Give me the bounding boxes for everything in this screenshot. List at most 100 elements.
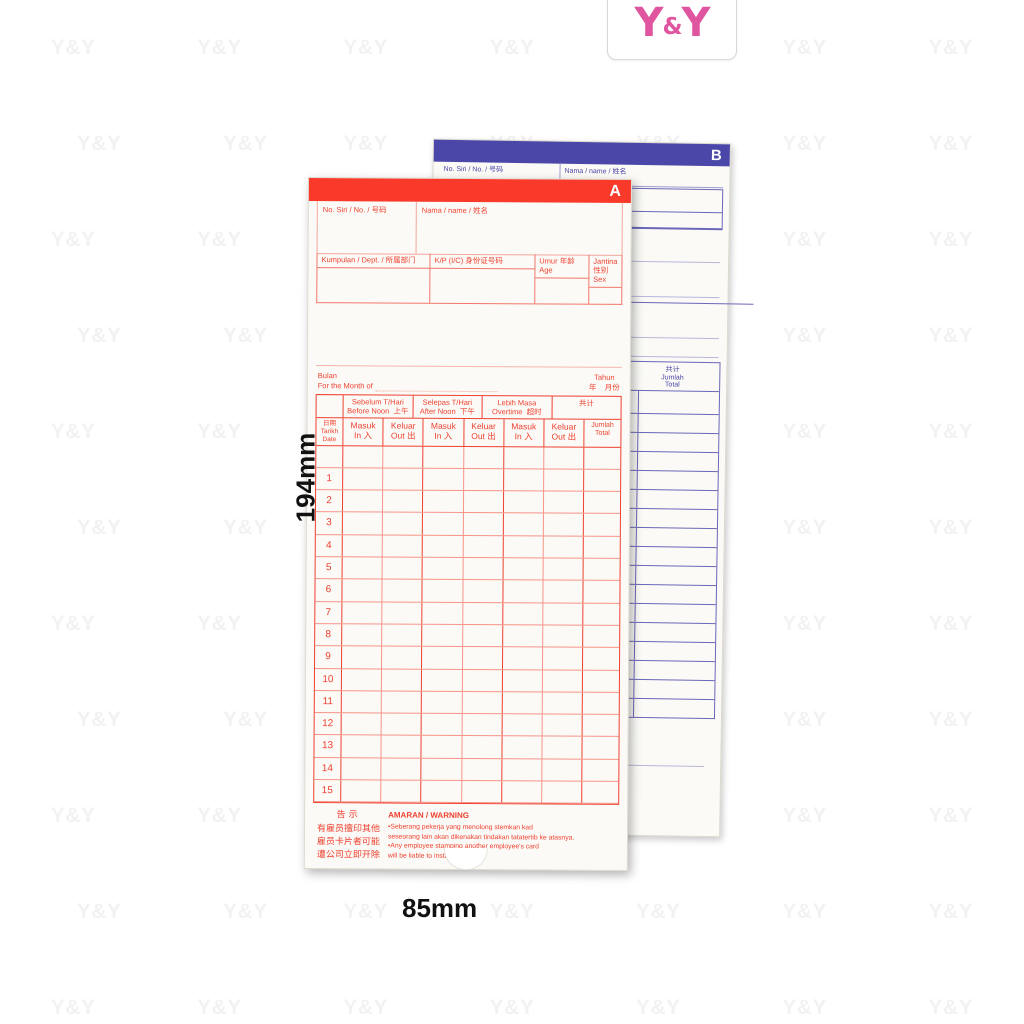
- row-time-cell[interactable]: [463, 558, 504, 580]
- table-row[interactable]: 10: [314, 668, 619, 693]
- row-time-cell[interactable]: [422, 691, 463, 714]
- table-row[interactable]: 6: [315, 579, 620, 604]
- row-time-cell[interactable]: [502, 692, 543, 714]
- card-a-dept-cell[interactable]: Kumpulan / Dept. / 所属部门: [317, 253, 431, 303]
- card-a-dept-field[interactable]: [317, 267, 430, 285]
- row-time-cell[interactable]: [421, 780, 462, 803]
- row-time-cell[interactable]: [341, 735, 382, 758]
- table-row[interactable]: 12: [314, 713, 619, 738]
- row-time-cell[interactable]: [462, 647, 503, 669]
- row-time-cell[interactable]: [423, 446, 464, 468]
- row-total-cell[interactable]: [584, 470, 620, 492]
- row-time-cell[interactable]: [343, 446, 384, 468]
- card-a-ic-cell[interactable]: K/P (I/C) 身份证号码: [430, 253, 536, 304]
- row-time-cell[interactable]: [381, 691, 423, 713]
- row-time-cell[interactable]: [463, 491, 504, 513]
- row-time-cell[interactable]: [383, 446, 424, 468]
- row-time-cell[interactable]: [383, 490, 424, 513]
- table-row[interactable]: 14: [314, 757, 619, 782]
- row-time-cell[interactable]: [382, 624, 423, 646]
- card-a-age-field[interactable]: [535, 277, 589, 295]
- row-time-cell[interactable]: [542, 759, 583, 781]
- row-time-cell[interactable]: [421, 758, 462, 780]
- row-time-cell[interactable]: [542, 692, 583, 714]
- table-row[interactable]: 4: [315, 534, 620, 559]
- row-time-cell[interactable]: [422, 624, 463, 647]
- row-time-cell[interactable]: [461, 780, 503, 803]
- row-time-cell[interactable]: [543, 603, 584, 625]
- row-time-cell[interactable]: [542, 736, 583, 759]
- row-total-cell[interactable]: [583, 581, 619, 603]
- row-time-cell[interactable]: [544, 447, 585, 469]
- row-total-cell[interactable]: [583, 693, 619, 715]
- row-time-cell[interactable]: [462, 669, 503, 692]
- row-time-cell[interactable]: [422, 580, 464, 602]
- row-total-cell[interactable]: [582, 782, 618, 804]
- row-time-cell[interactable]: [542, 647, 584, 670]
- row-time-cell[interactable]: [381, 780, 422, 803]
- card-a-sex-cell[interactable]: Jantina 性别 Sex: [589, 255, 622, 304]
- row-time-cell[interactable]: [341, 713, 382, 735]
- row-time-cell[interactable]: [382, 535, 424, 557]
- row-total-cell[interactable]: [584, 448, 620, 469]
- table-row[interactable]: 9: [315, 646, 620, 671]
- card-a-sex-field[interactable]: [589, 286, 622, 304]
- row-time-cell[interactable]: [463, 535, 504, 558]
- row-time-cell[interactable]: [381, 758, 422, 780]
- row-time-cell[interactable]: [501, 781, 543, 803]
- row-time-cell[interactable]: [461, 736, 503, 758]
- row-time-cell[interactable]: [543, 580, 584, 603]
- row-time-cell[interactable]: [383, 468, 424, 490]
- row-time-cell[interactable]: [382, 579, 423, 602]
- row-time-cell[interactable]: [342, 512, 384, 535]
- row-time-cell[interactable]: [343, 468, 384, 490]
- row-time-cell[interactable]: [542, 781, 583, 804]
- card-a-month-field[interactable]: [375, 381, 498, 392]
- row-total-cell[interactable]: [583, 715, 619, 737]
- card-a-serial-cell[interactable]: No. Siri / No. / 号码: [317, 201, 417, 254]
- row-time-cell[interactable]: [342, 601, 383, 624]
- table-row[interactable]: 7: [315, 601, 620, 626]
- row-time-cell[interactable]: [463, 468, 504, 491]
- row-total-cell[interactable]: [582, 759, 618, 781]
- row-time-cell[interactable]: [422, 669, 463, 691]
- row-time-cell[interactable]: [423, 490, 464, 513]
- row-time-cell[interactable]: [341, 757, 382, 780]
- table-row[interactable]: 8: [315, 624, 620, 649]
- row-total-cell[interactable]: [583, 626, 619, 648]
- row-time-cell[interactable]: [503, 580, 544, 603]
- row-time-cell[interactable]: [422, 646, 463, 669]
- row-time-cell[interactable]: [462, 624, 503, 647]
- row-time-cell[interactable]: [423, 535, 464, 558]
- table-row[interactable]: 3: [315, 512, 620, 537]
- row-time-cell[interactable]: [382, 602, 423, 624]
- row-time-cell[interactable]: [503, 558, 544, 580]
- row-time-cell[interactable]: [543, 469, 585, 491]
- row-time-cell[interactable]: [502, 625, 544, 647]
- row-time-cell[interactable]: [423, 468, 464, 491]
- table-row[interactable]: 11: [314, 690, 619, 716]
- row-time-cell[interactable]: [502, 758, 543, 781]
- row-time-cell[interactable]: [503, 535, 544, 558]
- row-time-cell[interactable]: [342, 624, 383, 646]
- row-time-cell[interactable]: [462, 602, 504, 625]
- row-time-cell[interactable]: [381, 735, 422, 758]
- row-total-cell[interactable]: [583, 670, 619, 692]
- card-a-age-cell[interactable]: Umur 年龄 Age: [535, 254, 590, 304]
- row-time-cell[interactable]: [422, 602, 463, 624]
- card-a-ic-field[interactable]: [430, 267, 535, 286]
- table-row[interactable]: 1: [316, 467, 621, 493]
- row-time-cell[interactable]: [543, 536, 584, 558]
- row-time-cell[interactable]: [503, 469, 545, 491]
- card-a-name-cell[interactable]: Nama / name / 姓名: [417, 202, 622, 255]
- row-time-cell[interactable]: [502, 714, 543, 736]
- table-row[interactable]: 13: [314, 735, 619, 760]
- row-time-cell[interactable]: [502, 669, 543, 692]
- row-time-cell[interactable]: [543, 491, 585, 514]
- row-time-cell[interactable]: [341, 780, 382, 802]
- row-time-cell[interactable]: [543, 513, 584, 536]
- table-row[interactable]: [316, 445, 621, 470]
- row-time-cell[interactable]: [461, 758, 503, 781]
- row-total-cell[interactable]: [582, 737, 618, 759]
- row-total-cell[interactable]: [584, 492, 620, 514]
